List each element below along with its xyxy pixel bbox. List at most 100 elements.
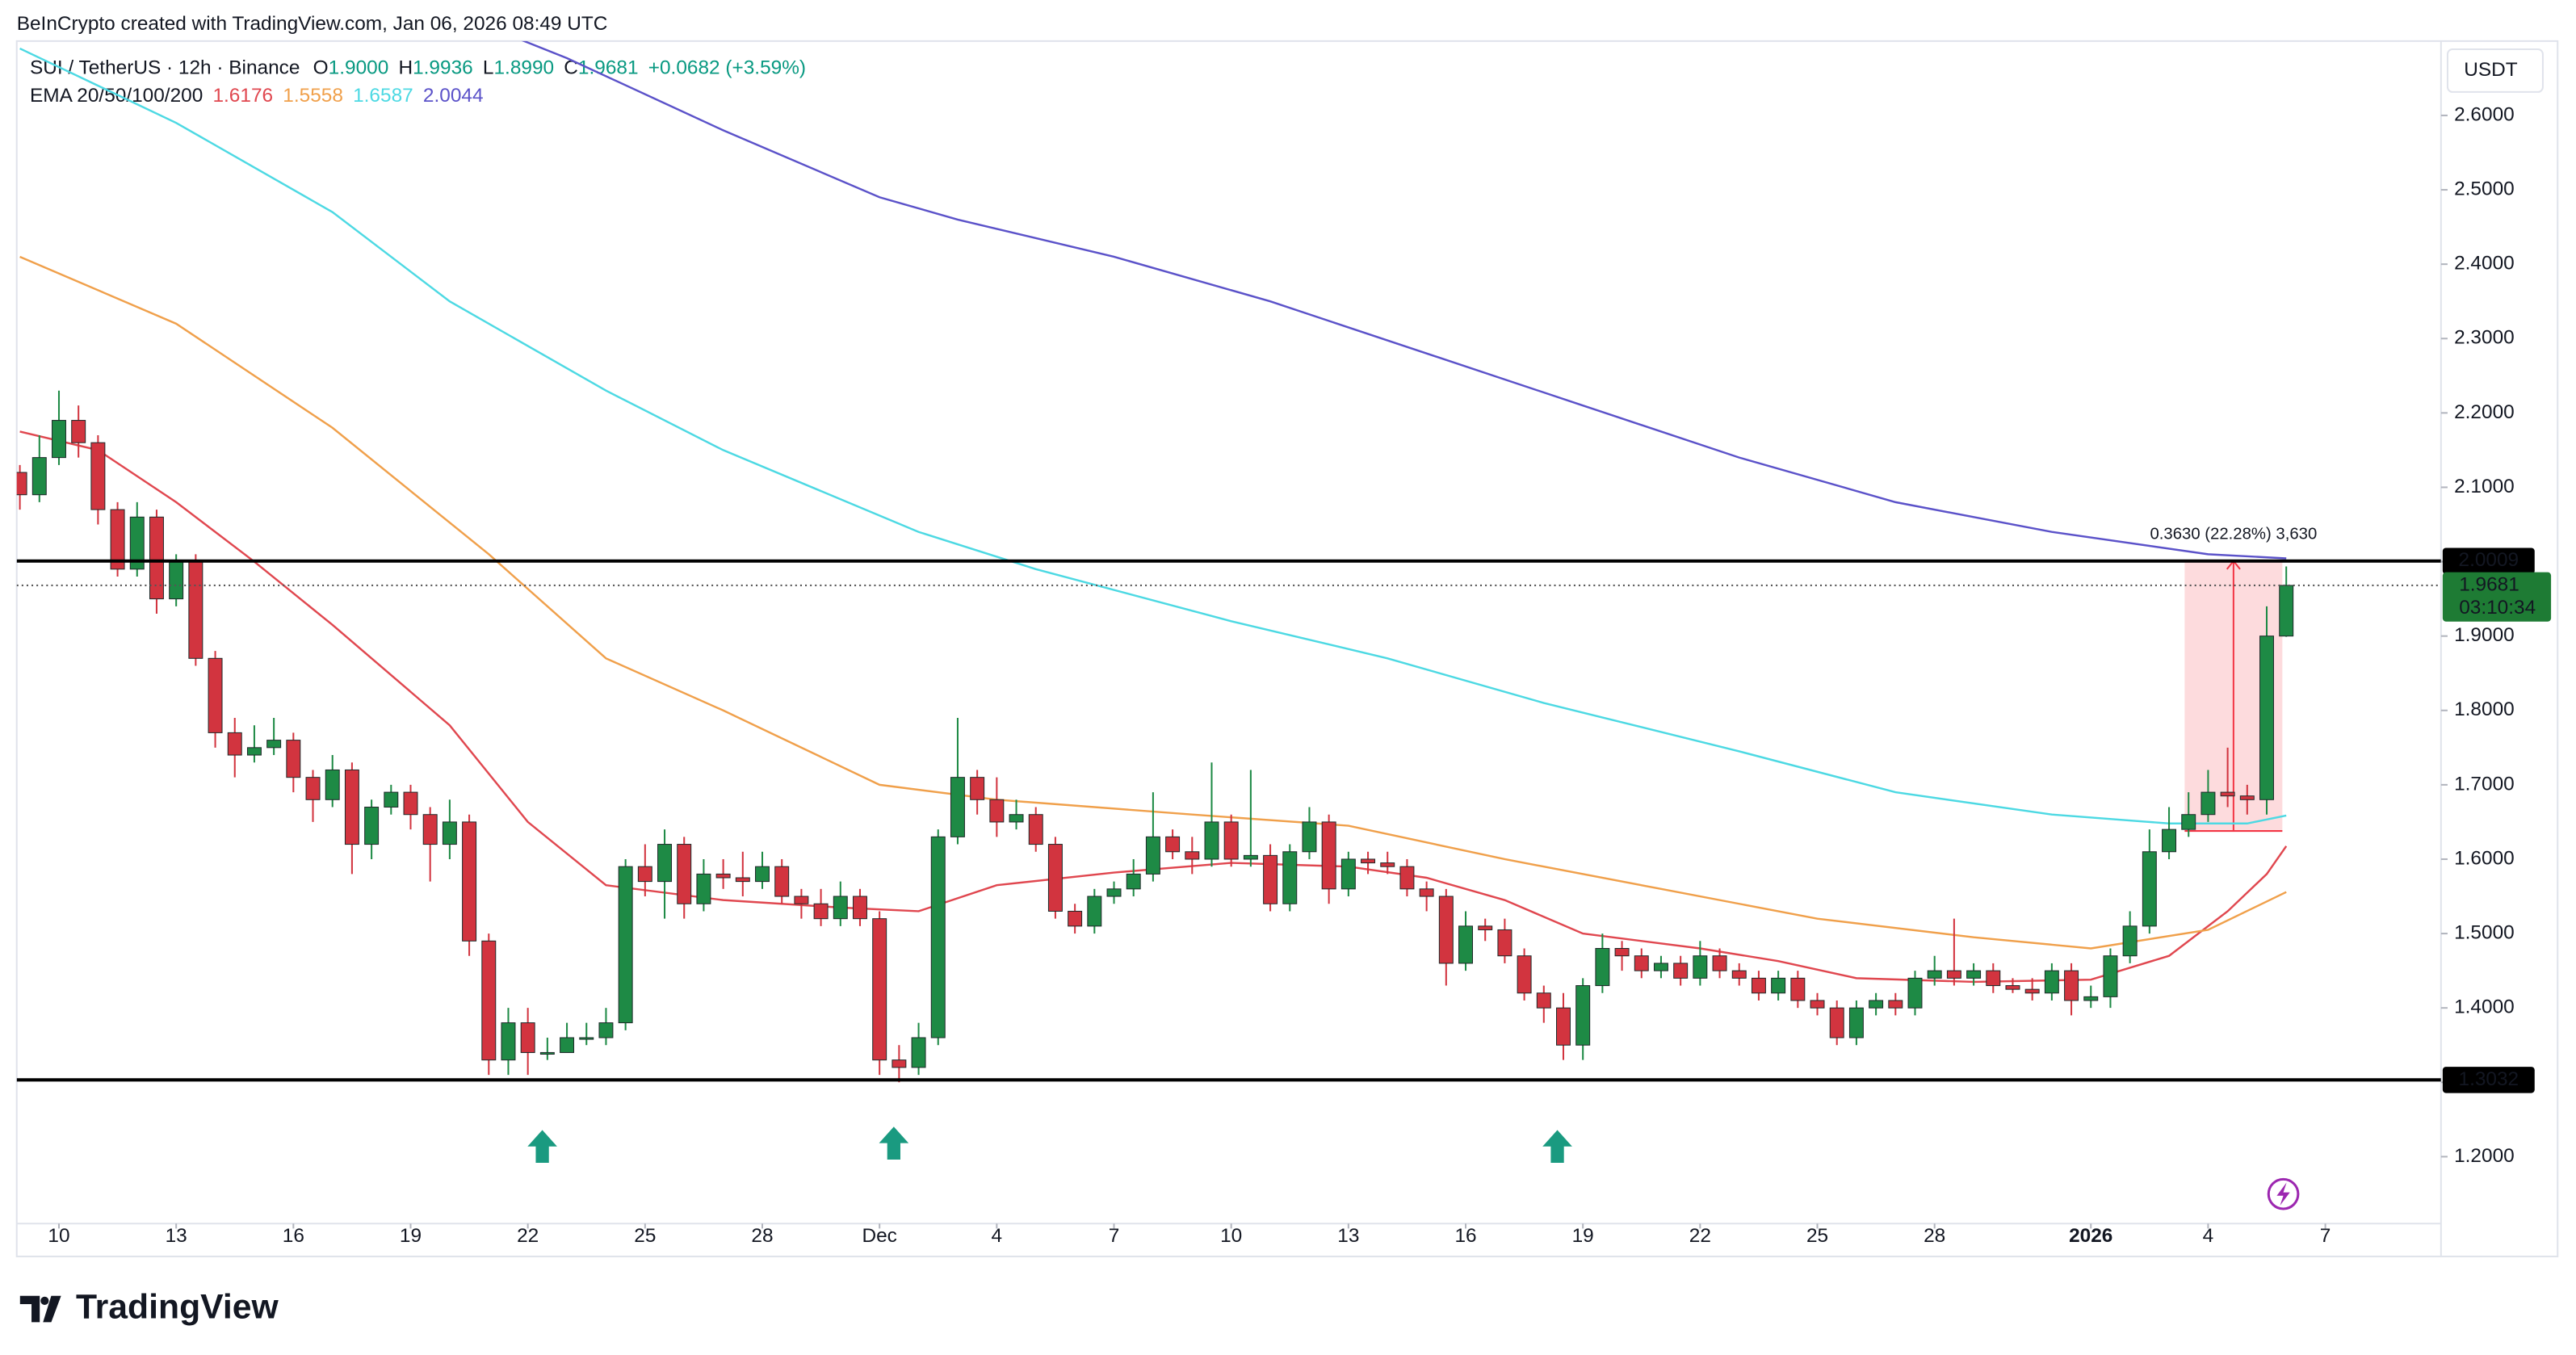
x-tick-label: Dec <box>862 1225 896 1247</box>
candle-body <box>266 740 282 749</box>
candle-body <box>1282 851 1298 904</box>
x-tick-label: 16 <box>1454 1225 1476 1247</box>
candle-body <box>1556 1007 1571 1046</box>
ema-line <box>19 47 2287 824</box>
credit: BeInCrypto created with TradingView.com,… <box>17 13 608 35</box>
candle-body <box>2083 996 2099 1001</box>
candle-body <box>246 747 262 756</box>
candle-body <box>1731 970 1747 979</box>
candle-body <box>384 791 399 808</box>
candle-body <box>539 1051 555 1055</box>
candle-body <box>1068 910 1083 927</box>
currency[interactable]: USDT <box>2464 59 2517 81</box>
candle-body <box>110 509 125 570</box>
x-tick-label: 7 <box>2320 1225 2331 1247</box>
candle-body <box>1790 977 1806 1001</box>
candle-body <box>1693 955 1708 979</box>
signal-arrows <box>527 1126 1572 1164</box>
y-tick-label: 1.7000 <box>2454 773 2515 795</box>
candle-body <box>930 836 946 1038</box>
candle-body <box>1126 873 1141 890</box>
x-tick-label: 19 <box>1572 1225 1594 1247</box>
candle-body <box>560 1037 575 1053</box>
symbol: SUI / TetherUS · 12h · Binance <box>30 57 300 79</box>
alert-icon[interactable] <box>2267 1177 2300 1210</box>
candle-body <box>31 457 47 496</box>
measure-label: 0.3630 (22.28%) 3,630 <box>2150 526 2317 543</box>
x-tick-label: 28 <box>1924 1225 1945 1247</box>
candle-body <box>462 821 477 942</box>
up-arrow <box>1542 1130 1572 1164</box>
ema-line <box>19 255 2287 950</box>
candle-body <box>1106 888 1122 897</box>
y-tick-label: 2.2000 <box>2454 401 2515 423</box>
candle-body <box>129 516 145 570</box>
candle-body <box>1321 821 1336 890</box>
candle-body <box>1927 970 1942 979</box>
x-tick-label: 25 <box>634 1225 656 1247</box>
y-tick-label: 1.6000 <box>2454 847 2515 869</box>
candle-body <box>1204 821 1219 860</box>
candle-body <box>598 1022 614 1038</box>
x-tick-label: 2026 <box>2069 1225 2112 1247</box>
candle-body <box>2142 851 2157 927</box>
candle-body <box>1438 896 1454 964</box>
candle-body <box>1185 851 1200 860</box>
change: +0.0682 (+3.59%) <box>648 57 806 79</box>
candle-body <box>637 866 652 883</box>
x-tick-label: 25 <box>1806 1225 1828 1247</box>
x-tick-label: 7 <box>1109 1225 1120 1247</box>
candle-body <box>1009 814 1024 823</box>
ema-value: 1.5558 <box>283 85 343 107</box>
candle-body <box>1517 955 1532 994</box>
ema-line <box>521 40 2287 560</box>
candle-body <box>833 896 848 920</box>
candle-body <box>1478 925 1493 930</box>
logo-dot <box>40 1296 49 1305</box>
candle-body <box>403 791 418 816</box>
candle-body <box>1712 955 1727 971</box>
alert-bolt[interactable] <box>2276 1182 2290 1206</box>
candle-body <box>1810 1000 1825 1009</box>
currency-box[interactable] <box>2446 48 2544 93</box>
logo-mark <box>19 1295 61 1323</box>
x-tick-label: 22 <box>1689 1225 1711 1247</box>
candle-body <box>2279 585 2294 637</box>
y-tick-label: 1.2000 <box>2454 1145 2515 1167</box>
candle-body <box>1869 1000 1884 1009</box>
y-tick-label: 2.1000 <box>2454 476 2515 497</box>
x-tick-label: 22 <box>517 1225 539 1247</box>
y-tick-label: 1.9000 <box>2454 624 2515 646</box>
candle-body <box>2064 970 2079 1001</box>
candle-body <box>618 866 633 1024</box>
candle-body <box>1653 963 1668 971</box>
candle-body <box>208 657 223 733</box>
candle-body <box>1302 821 1317 853</box>
brand: TradingView <box>76 1287 279 1326</box>
candle-body <box>579 1037 594 1040</box>
y-tick-label: 1.5000 <box>2454 922 2515 944</box>
level-tag-label: 1.3032 <box>2459 1068 2519 1090</box>
candle-body <box>1243 854 1258 860</box>
candle-body <box>90 442 106 510</box>
level-tag-label: 2.0009 <box>2459 549 2519 571</box>
y-tick-label: 1.4000 <box>2454 996 2515 1018</box>
level-tag <box>2442 1067 2535 1093</box>
x-tick-label: 28 <box>751 1225 773 1247</box>
x-tick-label: 4 <box>2203 1225 2214 1247</box>
candle-body <box>305 777 321 800</box>
alert-ring[interactable] <box>2267 1177 2300 1210</box>
candle-body <box>52 420 66 459</box>
candle-body <box>1595 947 1610 987</box>
ema-value: 1.6176 <box>212 85 273 107</box>
current-price-tag <box>2442 572 2552 622</box>
candle-body <box>1634 955 1649 971</box>
ohlc-value: 1.9936 <box>413 57 473 79</box>
candle-body <box>1087 896 1102 927</box>
candle-body <box>1751 977 1766 994</box>
candle-body <box>950 777 965 837</box>
x-tick-label: 10 <box>48 1225 69 1247</box>
candle-body <box>1888 1000 1903 1009</box>
